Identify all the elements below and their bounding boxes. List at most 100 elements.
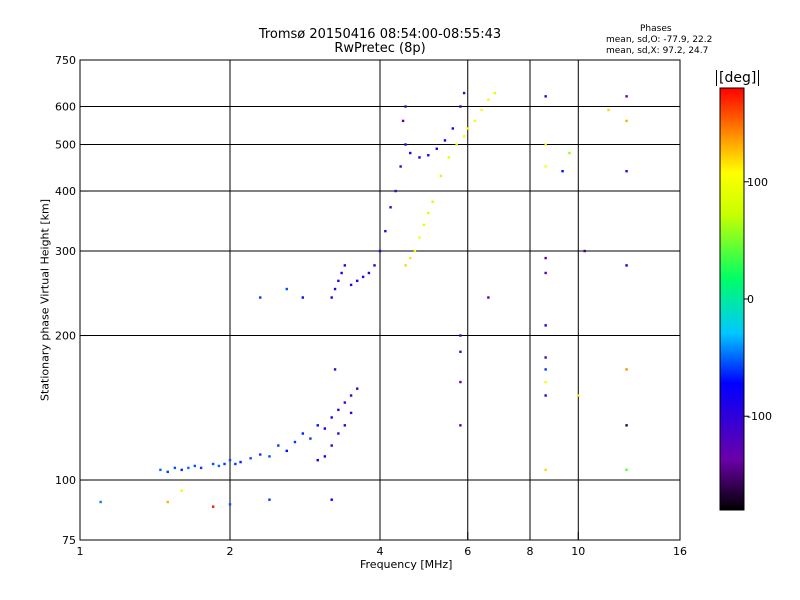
data-point [544,468,547,472]
data-point [435,147,438,150]
data-point [373,264,376,267]
data-point [361,275,365,279]
data-point [418,236,421,239]
colorbar-ticks: 100 0 -100 [744,176,772,423]
data-point [228,458,232,462]
y-tick-label: 400 [55,185,76,198]
x-tick-label: 1 [77,545,84,558]
data-point [180,489,183,492]
colorbar-tick-label: 0 [747,293,754,306]
data-point [459,334,462,337]
data-point [487,98,490,101]
y-tick-label: 600 [55,101,76,114]
data-point [316,458,319,462]
data-point [340,271,343,275]
data-point [462,91,466,95]
data-point [625,368,628,371]
data-point [316,424,319,427]
data-point [473,119,477,123]
chart-subtitle: RwPretec (8p) [334,41,426,56]
data-point [355,279,359,283]
data-point [166,500,169,504]
x-tick-label: 10 [571,545,585,558]
phases-o-stats: mean, sd,O: -77.9, 22.2 [606,35,713,45]
gridlines [80,60,680,540]
data-point [228,503,232,506]
data-point [544,95,547,98]
data-point [544,256,547,260]
data-point [301,296,305,299]
data-point [355,387,359,390]
data-point [343,424,347,427]
data-point [333,287,337,291]
data-point [466,127,469,130]
data-point [544,394,547,397]
data-point [418,156,421,159]
data-point [330,296,333,299]
data-point [234,462,237,466]
data-point [625,119,628,123]
data-point [99,500,102,504]
colorbar [719,87,745,511]
data-point [404,105,407,108]
data-point [193,464,197,468]
data-point [487,296,490,299]
data-point [439,174,443,178]
data-point [166,470,169,474]
data-point [451,127,455,130]
data-point [459,350,462,353]
data-point [309,437,312,440]
data-point [159,468,162,472]
data-point [544,368,547,371]
data-point [459,380,462,384]
y-tick-label: 750 [55,54,76,67]
y-tick-label: 500 [55,139,76,152]
data-point [455,143,458,146]
data-point [211,505,215,508]
y-tick-label: 100 [55,474,76,487]
data-point [625,169,628,173]
x-tick-label: 2 [227,545,234,558]
data-point [607,108,610,112]
y-axis-label: Stationary phase Virtual Height [km] [38,198,52,402]
x-tick-label: 6 [464,545,471,558]
data-point [447,156,451,159]
data-point [301,432,305,435]
data-point [337,432,340,435]
data-point [577,394,580,397]
data-point [268,455,271,458]
data-point [330,498,333,501]
data-point [349,283,353,287]
data-point [259,296,262,299]
data-point [349,394,353,397]
data-point [625,424,628,427]
data-point [187,466,190,470]
data-point [323,455,327,458]
data-point [493,91,497,95]
x-axis-label: Frequency [MHz] [360,558,453,571]
data-point [211,462,215,466]
colorbar-label: [deg] [716,70,760,86]
data-point [544,271,547,275]
data-point [544,324,547,327]
data-point [459,424,462,427]
data-point [343,264,347,267]
data-point [330,444,333,447]
data-point [180,468,183,472]
data-point [625,264,628,267]
data-point [349,411,353,415]
data-point [378,249,382,253]
colorbar-tick-label: 100 [747,176,768,189]
x-tick-label: 8 [527,545,534,558]
data-point [427,154,430,157]
data-point [568,151,571,155]
data-point [199,466,203,470]
data-point [285,287,288,291]
data-point [277,444,280,447]
data-point [268,498,271,501]
y-tick-label: 75 [62,534,76,547]
data-point [583,249,586,253]
chart-title: Tromsø 20150416 08:54:00-08:55:43 [258,27,502,42]
data-point [480,108,483,112]
